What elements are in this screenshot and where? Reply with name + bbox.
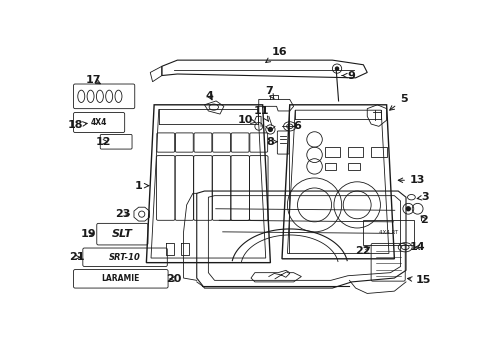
Text: 4X4 RT: 4X4 RT [378, 230, 397, 235]
Text: 18: 18 [67, 120, 87, 130]
Text: 6: 6 [293, 121, 301, 131]
Bar [347, 163, 359, 170]
Text: 22: 22 [355, 246, 370, 256]
Text: SRT-10: SRT-10 [108, 253, 141, 262]
Text: 20: 20 [165, 274, 181, 284]
Text: 8: 8 [266, 137, 277, 147]
Text: 19: 19 [80, 229, 96, 239]
Text: 12: 12 [96, 137, 111, 147]
Text: 16: 16 [265, 48, 287, 63]
Text: 1: 1 [135, 181, 148, 191]
Text: 2: 2 [419, 215, 427, 225]
Text: SLT: SLT [112, 229, 133, 239]
Text: 7: 7 [264, 86, 273, 99]
Text: 21: 21 [69, 252, 84, 262]
Text: 13: 13 [397, 175, 425, 185]
Bar [370, 147, 386, 157]
Text: 4: 4 [205, 91, 213, 100]
Bar [324, 163, 336, 170]
Text: 15: 15 [407, 275, 430, 285]
Text: 17: 17 [86, 75, 101, 85]
Bar [347, 147, 363, 157]
Circle shape [406, 207, 409, 211]
Text: 10: 10 [237, 115, 256, 125]
Text: 3: 3 [416, 192, 428, 202]
Bar [363, 220, 413, 245]
Text: 23: 23 [115, 209, 131, 219]
Text: 9: 9 [342, 71, 355, 81]
Circle shape [268, 127, 272, 131]
Text: 11: 11 [253, 106, 268, 121]
Bar [324, 147, 340, 157]
Text: 5: 5 [389, 94, 407, 110]
Text: LARAMIE: LARAMIE [102, 274, 140, 283]
Text: 14: 14 [409, 242, 425, 252]
Text: 4X4: 4X4 [91, 118, 107, 127]
Circle shape [335, 67, 338, 70]
